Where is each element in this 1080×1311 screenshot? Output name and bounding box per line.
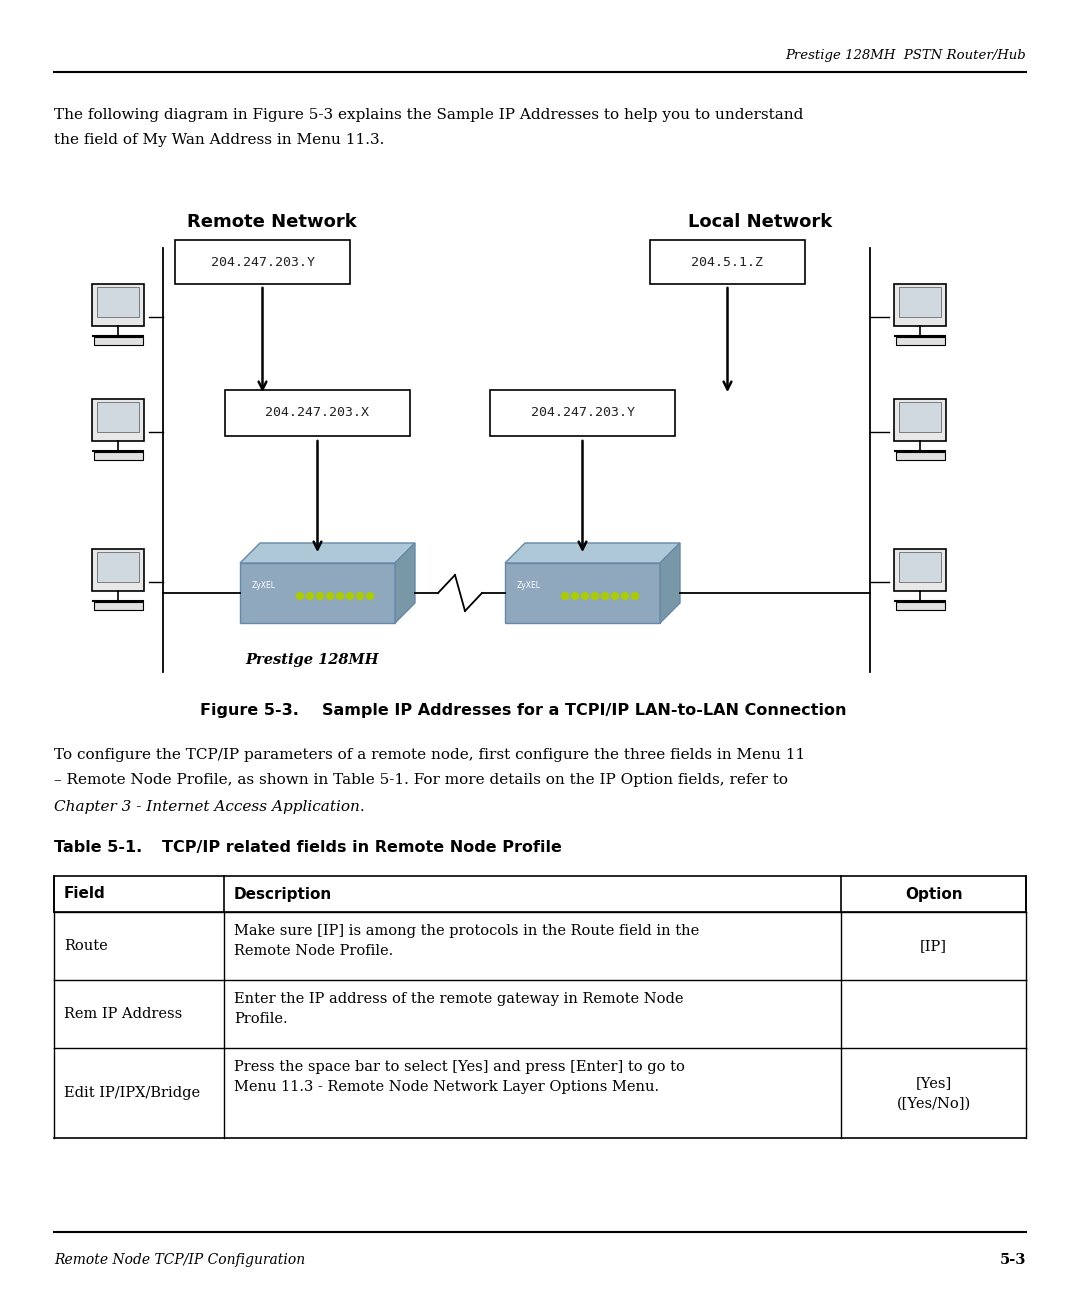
Circle shape: [602, 593, 608, 599]
Bar: [894, 284, 946, 326]
Text: Table 5-1.: Table 5-1.: [54, 840, 143, 855]
Text: the field of My Wan Address in Menu 11.3.: the field of My Wan Address in Menu 11.3…: [54, 132, 384, 147]
Bar: [896, 337, 945, 345]
Bar: [894, 549, 946, 591]
Bar: [94, 337, 143, 345]
Text: 204.247.203.X: 204.247.203.X: [266, 406, 369, 420]
Bar: [175, 240, 350, 284]
Text: Rem IP Address: Rem IP Address: [64, 1007, 183, 1021]
Text: Route: Route: [64, 939, 108, 953]
Circle shape: [326, 593, 334, 599]
Text: ZyXEL: ZyXEL: [252, 581, 276, 590]
Circle shape: [571, 593, 579, 599]
Text: Prestige 128MH  PSTN Router/Hub: Prestige 128MH PSTN Router/Hub: [785, 49, 1026, 62]
Text: Remote Node TCP/IP Configuration: Remote Node TCP/IP Configuration: [54, 1253, 306, 1266]
Text: Field: Field: [64, 886, 106, 902]
Bar: [894, 399, 946, 440]
Polygon shape: [505, 562, 660, 623]
Circle shape: [611, 593, 619, 599]
Text: Description: Description: [234, 886, 333, 902]
Bar: [92, 284, 144, 326]
Text: 204.247.203.Y: 204.247.203.Y: [530, 406, 635, 420]
Bar: [54, 876, 1026, 912]
Bar: [97, 552, 139, 582]
Polygon shape: [505, 543, 680, 562]
Bar: [225, 389, 410, 437]
Text: – Remote Node Profile, as shown in Table 5-1. For more details on the IP Option : – Remote Node Profile, as shown in Table…: [54, 773, 788, 787]
Circle shape: [316, 593, 324, 599]
Text: Chapter 3 - Internet Access Application.: Chapter 3 - Internet Access Application.: [54, 800, 365, 814]
Text: Remote Network: Remote Network: [187, 212, 356, 231]
Bar: [490, 389, 675, 437]
Bar: [896, 602, 945, 610]
Text: ZyXEL: ZyXEL: [517, 581, 541, 590]
Text: The following diagram in Figure 5-3 explains the Sample IP Addresses to help you: The following diagram in Figure 5-3 expl…: [54, 108, 804, 122]
Text: Press the space bar to select [Yes] and press [Enter] to go to
Menu 11.3 - Remot: Press the space bar to select [Yes] and …: [234, 1061, 685, 1095]
Circle shape: [632, 593, 638, 599]
Text: 204.247.203.Y: 204.247.203.Y: [211, 256, 314, 269]
Bar: [94, 602, 143, 610]
Circle shape: [337, 593, 343, 599]
Polygon shape: [660, 543, 680, 623]
Polygon shape: [240, 543, 415, 562]
Bar: [899, 402, 941, 433]
Bar: [92, 399, 144, 440]
Circle shape: [366, 593, 374, 599]
Text: 5-3: 5-3: [1000, 1253, 1026, 1266]
Text: Sample IP Addresses for a TCPI/IP LAN-to-LAN Connection: Sample IP Addresses for a TCPI/IP LAN-to…: [322, 703, 847, 717]
Text: Prestige 128MH: Prestige 128MH: [245, 653, 379, 667]
Circle shape: [562, 593, 568, 599]
Text: TCP/IP related fields in Remote Node Profile: TCP/IP related fields in Remote Node Pro…: [162, 840, 562, 855]
Circle shape: [581, 593, 589, 599]
Bar: [650, 240, 805, 284]
Text: Enter the IP address of the remote gateway in Remote No​de
Profile.: Enter the IP address of the remote gatew…: [234, 992, 684, 1027]
Bar: [899, 287, 941, 317]
Text: Option: Option: [905, 886, 962, 902]
Text: Edit IP/IPX/Bridge: Edit IP/IPX/Bridge: [64, 1086, 200, 1100]
Text: To configure the TCP/IP parameters of a remote node, first configure the three f: To configure the TCP/IP parameters of a …: [54, 749, 806, 762]
Text: [IP]: [IP]: [920, 939, 947, 953]
Bar: [896, 452, 945, 460]
Text: Make sure [IP] is among the protocols in the Route field in the
Remote Node Prof: Make sure [IP] is among the protocols in…: [234, 924, 700, 958]
Bar: [899, 552, 941, 582]
Circle shape: [347, 593, 353, 599]
Text: [Yes]
([Yes/No]): [Yes] ([Yes/No]): [896, 1076, 971, 1110]
Circle shape: [356, 593, 364, 599]
Circle shape: [592, 593, 598, 599]
Text: 204.5.1.Z: 204.5.1.Z: [691, 256, 764, 269]
Polygon shape: [240, 562, 395, 623]
Circle shape: [621, 593, 629, 599]
Text: Local Network: Local Network: [688, 212, 832, 231]
Bar: [94, 452, 143, 460]
Bar: [97, 287, 139, 317]
Circle shape: [307, 593, 313, 599]
Bar: [97, 402, 139, 433]
Polygon shape: [395, 543, 415, 623]
Text: Figure 5-3.: Figure 5-3.: [200, 703, 299, 717]
Circle shape: [297, 593, 303, 599]
Bar: [92, 549, 144, 591]
